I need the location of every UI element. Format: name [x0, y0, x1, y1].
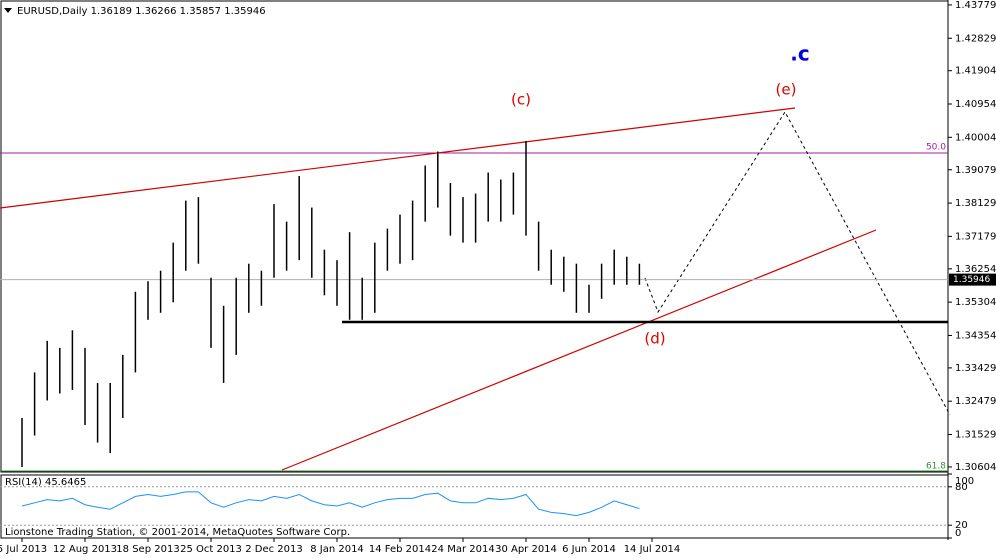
rsi-tick-label: 80 — [955, 482, 968, 493]
current-price-box — [949, 273, 996, 286]
copyright: Lionstone Trading Station, © 2001-2014, … — [5, 527, 350, 538]
y-tick-label: 1.41904 — [955, 66, 996, 77]
rsi-tick-label: 0 — [955, 528, 961, 539]
y-tick-label: 1.42829 — [955, 33, 996, 44]
y-tick-label: 1.32479 — [955, 396, 996, 407]
y-tick-label: 1.40954 — [955, 99, 996, 110]
y-tick-label: 1.30604 — [955, 462, 996, 473]
lower-trendline — [281, 229, 877, 471]
y-tick-label: 1.37179 — [955, 231, 996, 242]
fib-label: 61.8 — [926, 462, 946, 472]
wave-label: .c — [790, 42, 809, 66]
y-tick-label: 1.43779 — [955, 0, 996, 11]
wave-label: (c) — [511, 91, 531, 109]
fib-label: 50.0 — [926, 143, 946, 153]
y-tick-label: 1.34354 — [955, 330, 996, 341]
x-tick-label: 14 Feb 2014 — [369, 544, 431, 555]
y-tick-label: 1.35304 — [955, 297, 996, 308]
menu-triangle — [4, 8, 12, 13]
chart-title: EURUSD,Daily 1.36189 1.36266 1.35857 1.3… — [17, 6, 266, 17]
rsi-line — [21, 491, 640, 517]
y-tick-label: 1.40004 — [955, 132, 996, 143]
x-tick-label: 12 Aug 2013 — [53, 544, 117, 555]
rsi-tick-label: 100 — [955, 476, 974, 487]
main-pane — [0, 0, 949, 473]
y-tick-label: 1.33429 — [955, 363, 996, 374]
projection-path — [644, 111, 951, 416]
rsi-title: RSI(14) 45.6465 — [5, 477, 86, 488]
y-tick-label: 1.38129 — [955, 198, 996, 209]
x-tick-label: 14 Jul 2014 — [624, 544, 681, 555]
x-tick-label: 24 Mar 2014 — [431, 544, 494, 555]
x-tick-label: 18 Sep 2013 — [116, 544, 179, 555]
x-tick-label: 5 Jul 2013 — [0, 544, 47, 555]
current-price-label: 1.35946 — [953, 275, 990, 285]
x-tick-label: 2 Dec 2013 — [245, 544, 303, 555]
x-tick-label: 6 Jun 2014 — [562, 544, 616, 555]
upper-trendline — [0, 107, 796, 209]
wave-label: (e) — [776, 81, 797, 99]
x-tick-label: 30 Apr 2014 — [495, 544, 557, 555]
wave-label: (d) — [644, 330, 665, 348]
y-tick-label: 1.31529 — [955, 430, 996, 441]
x-tick-label: 25 Oct 2013 — [180, 544, 242, 555]
rsi-tick-label: 20 — [955, 520, 968, 531]
y-tick-label: 1.36254 — [955, 264, 996, 275]
x-tick-label: 8 Jan 2014 — [310, 544, 364, 555]
y-tick-label: 1.39079 — [955, 165, 996, 176]
